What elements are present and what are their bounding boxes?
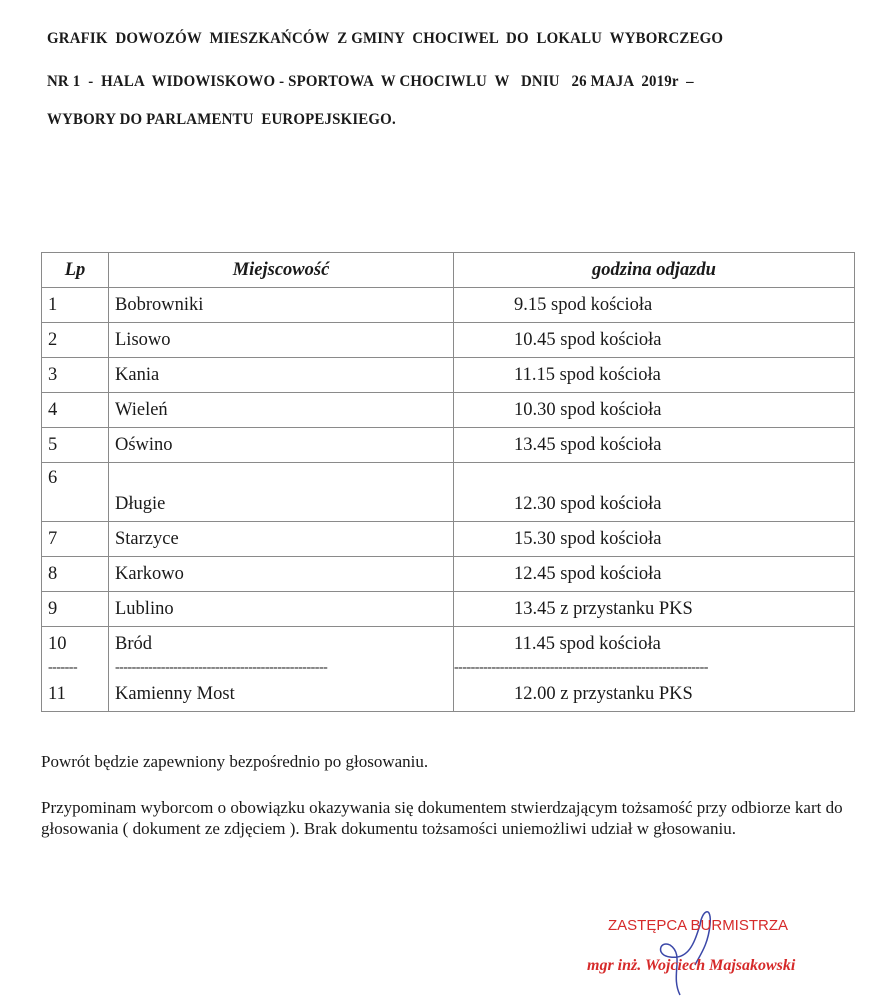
table-header-row: Lp Miejscowość godzina odjazdu: [41, 252, 855, 288]
cell-place: Kania: [108, 357, 454, 393]
cell-place: Lisowo: [108, 322, 454, 358]
cell-departure: 11.45 spod kościoła ---------------------…: [453, 626, 855, 677]
cell-lp-text: 2: [48, 330, 58, 350]
stamp-name: mgr inż. Wojciech Majsakowski: [587, 957, 796, 974]
table-row: 3 Kania 11.15 spod kościoła: [41, 357, 855, 393]
cell-departure: 10.45 spod kościoła: [453, 322, 855, 358]
dash-separator: ----------------------------------------…: [454, 661, 708, 675]
cell-place: Karkowo: [108, 556, 454, 592]
cell-departure-text: 13.45 z przystanku PKS: [514, 599, 693, 619]
title-line-1: GRAFIK DOWOZÓW MIESZKAŃCÓW Z GMINY CHOCI…: [47, 30, 724, 47]
cell-place-text: Długie: [115, 494, 166, 514]
cell-place-text: Starzyce: [115, 529, 179, 549]
cell-lp-text: 1: [48, 295, 58, 315]
cell-departure-text: 12.00 z przystanku PKS: [514, 684, 693, 704]
cell-lp-text: 8: [48, 564, 58, 584]
cell-place-text: Bobrowniki: [115, 295, 204, 315]
cell-lp-text: 7: [48, 529, 58, 549]
cell-departure-text: 12.30 spod kościoła: [514, 494, 662, 514]
cell-place-text: Wieleń: [115, 400, 168, 420]
title-line-2: NR 1 - HALA WIDOWISKOWO - SPORTOWA W CHO…: [47, 73, 694, 90]
table-row: 1 Bobrowniki 9.15 spod kościoła: [41, 287, 855, 323]
cell-place: Starzyce: [108, 521, 454, 557]
cell-place-text: Lublino: [115, 599, 174, 619]
cell-lp: 1: [41, 287, 109, 323]
cell-place-text: Kania: [115, 365, 160, 385]
dash-separator: ----------------------------------------…: [115, 661, 328, 675]
cell-place-text: Bród: [115, 634, 152, 654]
cell-place: Wieleń: [108, 392, 454, 428]
cell-lp: 3: [41, 357, 109, 393]
cell-departure-text: 11.45 spod kościoła: [514, 634, 661, 654]
cell-place-text: Oświno: [115, 435, 173, 455]
cell-place-text: Lisowo: [115, 330, 171, 350]
table-row: 8 Karkowo 12.45 spod kościoła: [41, 556, 855, 592]
stamp-position: ZASTĘPCA BURMISTRZA: [608, 917, 789, 934]
id-reminder-note: Przypominam wyborcom o obowiązku okazywa…: [41, 798, 843, 838]
cell-lp-text: 11: [48, 684, 66, 704]
cell-lp-text: 10: [48, 634, 67, 654]
table-row: 4 Wieleń 10.30 spod kościoła: [41, 392, 855, 428]
cell-departure: 13.45 spod kościoła: [453, 427, 855, 463]
cell-lp-text: 9: [48, 599, 58, 619]
cell-place: Długie: [108, 462, 454, 522]
cell-lp-text: 3: [48, 365, 58, 385]
cell-departure: 9.15 spod kościoła: [453, 287, 855, 323]
table-row: 10 ------- Bród ---------------------------…: [41, 626, 855, 677]
table-row: 5 Oświno 13.45 spod kościoła: [41, 427, 855, 463]
cell-lp: 7: [41, 521, 109, 557]
cell-departure-text: 12.45 spod kościoła: [514, 564, 662, 584]
cell-lp: 9: [41, 591, 109, 627]
header-lp: Lp: [41, 252, 109, 288]
cell-departure-text: 15.30 spod kościoła: [514, 529, 662, 549]
cell-lp-text: 5: [48, 435, 58, 455]
cell-departure-text: 11.15 spod kościoła: [514, 365, 661, 385]
cell-departure-text: 9.15 spod kościoła: [514, 295, 653, 315]
cell-lp: 4: [41, 392, 109, 428]
cell-departure: 12.45 spod kościoła: [453, 556, 855, 592]
cell-lp: 8: [41, 556, 109, 592]
table-row: 7 Starzyce 15.30 spod kościoła: [41, 521, 855, 557]
cell-departure-text: 10.30 spod kościoła: [514, 400, 662, 420]
cell-lp: 11: [41, 677, 109, 712]
cell-lp: 2: [41, 322, 109, 358]
table-row: 6 Długie 12.30 spod kościoła: [41, 462, 855, 522]
cell-departure: 15.30 spod kościoła: [453, 521, 855, 557]
cell-place: Kamienny Most: [108, 677, 454, 712]
cell-lp-text: 6: [48, 468, 58, 488]
table-row: 11 Kamienny Most 12.00 z przystanku PKS: [41, 677, 855, 712]
cell-departure: 12.30 spod kościoła: [453, 462, 855, 522]
cell-lp: 5: [41, 427, 109, 463]
schedule-table: Lp Miejscowość godzina odjazdu 1 Bobrowni…: [41, 252, 855, 712]
cell-departure-text: 13.45 spod kościoła: [514, 435, 662, 455]
return-note: Powrót będzie zapewniony bezpośrednio po…: [41, 752, 429, 771]
cell-departure: 12.00 z przystanku PKS: [453, 677, 855, 712]
cell-departure: 11.15 spod kościoła: [453, 357, 855, 393]
signature-scrawl: [659, 911, 711, 996]
cell-lp-text: 4: [48, 400, 58, 420]
cell-departure-text: 10.45 spod kościoła: [514, 330, 662, 350]
title-line-3: WYBORY DO PARLAMENTU EUROPEJSKIEGO.: [47, 111, 396, 128]
header-departure: godzina odjazdu: [453, 252, 855, 288]
cell-place: Bobrowniki: [108, 287, 454, 323]
cell-lp: 10 -------: [41, 626, 109, 677]
cell-place: Oświno: [108, 427, 454, 463]
cell-place-text: Kamienny Most: [115, 684, 235, 704]
cell-departure: 13.45 z przystanku PKS: [453, 591, 855, 627]
dash-separator: -------: [48, 661, 78, 675]
cell-lp: 6: [41, 462, 109, 522]
header-place: Miejscowość: [108, 252, 454, 288]
cell-place: Lublino: [108, 591, 454, 627]
cell-place: Bród ------------------------------------…: [108, 626, 454, 677]
cell-departure: 10.30 spod kościoła: [453, 392, 855, 428]
table-row: 9 Lublino 13.45 z przystanku PKS: [41, 591, 855, 627]
cell-place-text: Karkowo: [115, 564, 184, 584]
table-row: 2 Lisowo 10.45 spod kościoła: [41, 322, 855, 358]
